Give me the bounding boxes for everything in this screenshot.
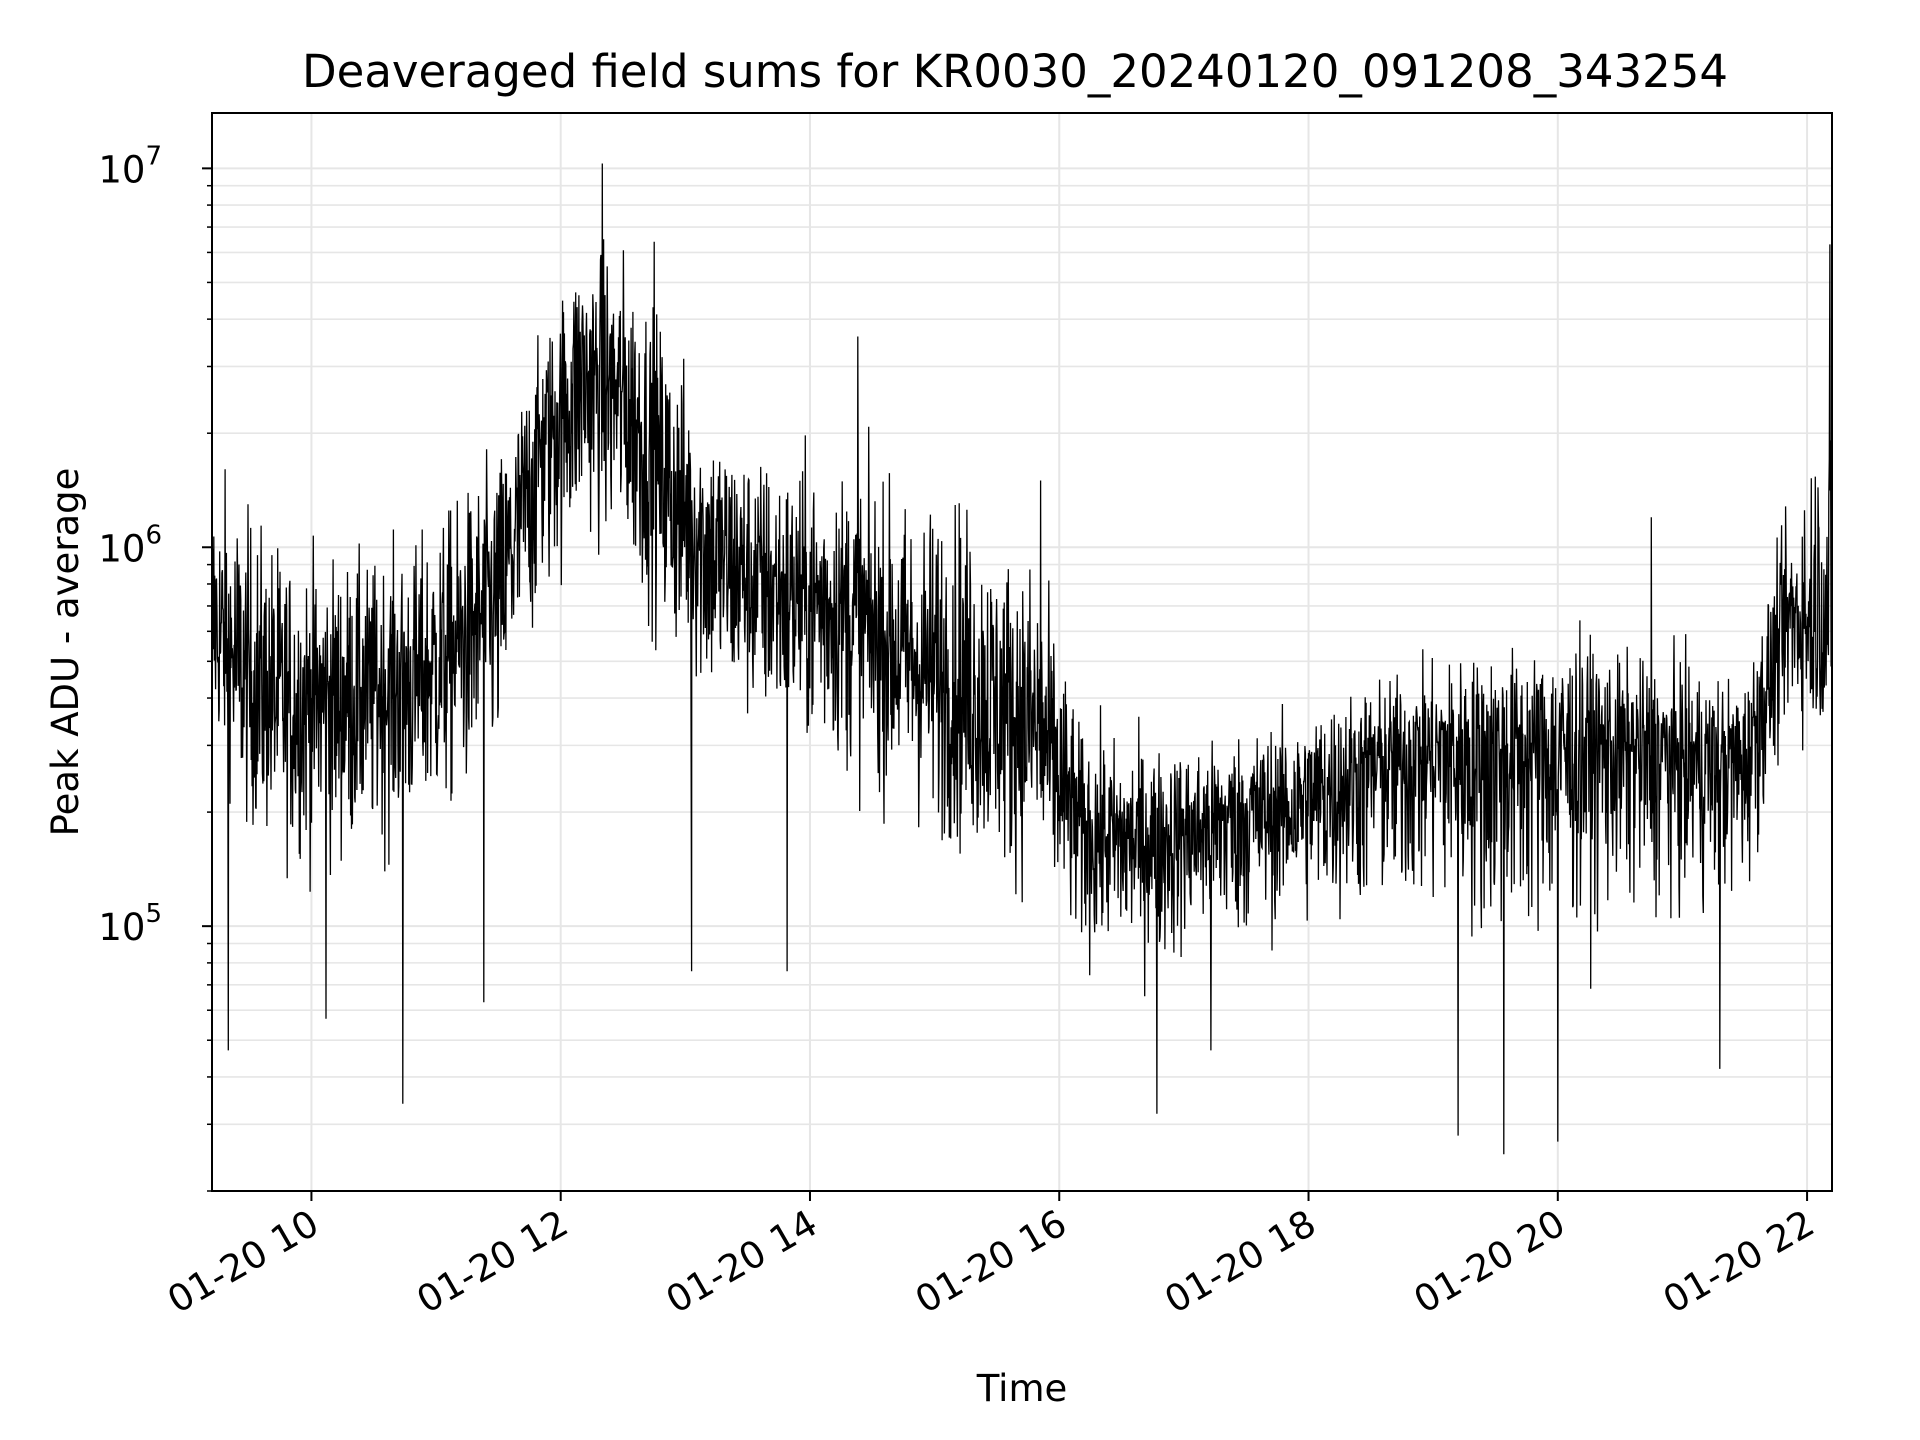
y-tick-exponent: 5 <box>145 899 162 929</box>
y-tick-label: 107 <box>98 141 162 191</box>
y-tick-base: 10 <box>98 527 145 570</box>
y-tick-base: 10 <box>98 906 145 949</box>
plot-frame <box>211 112 1833 1192</box>
data-series <box>211 163 1833 1155</box>
y-tick-exponent: 7 <box>145 141 162 171</box>
y-tick-base: 10 <box>98 148 145 191</box>
chart-title: Deaveraged field sums for KR0030_2024012… <box>302 45 1728 98</box>
x-axis-label: Time <box>976 1367 1068 1410</box>
y-tick-exponent: 6 <box>145 520 162 550</box>
y-tick-label: 106 <box>98 520 162 570</box>
y-axis-label: Peak ADU - average <box>44 468 87 837</box>
y-tick-label: 105 <box>98 899 162 949</box>
series-line <box>211 163 1833 1155</box>
